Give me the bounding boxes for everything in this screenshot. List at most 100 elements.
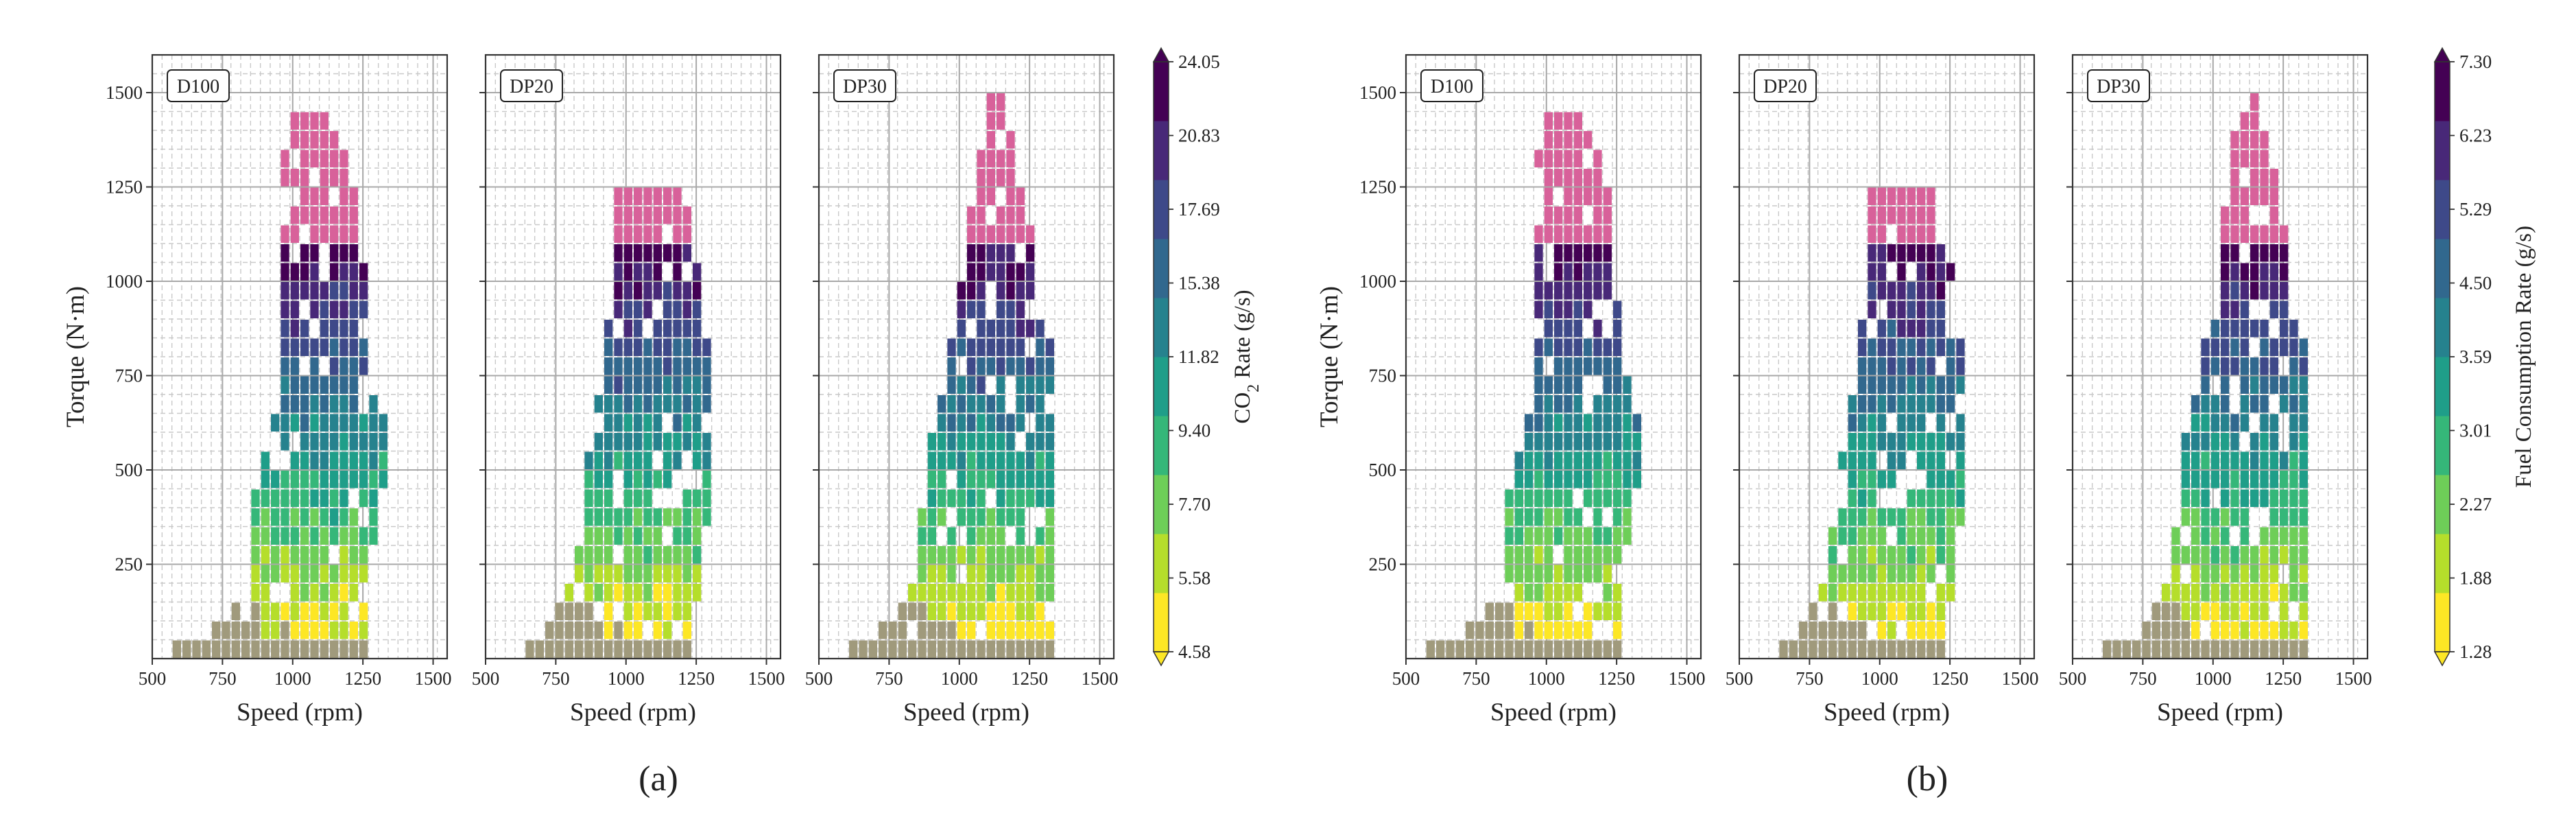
heatmap-cell xyxy=(693,527,702,545)
heatmap-cell xyxy=(1887,471,1896,488)
colorbar: 24.0520.8317.6915.3811.829.407.705.584.5… xyxy=(1152,47,1263,667)
heatmap-cell xyxy=(1514,489,1523,507)
heatmap-cell xyxy=(702,489,711,507)
heatmap-cell xyxy=(957,622,966,639)
heatmap-cell xyxy=(1848,395,1857,413)
heatmap-cells xyxy=(849,93,1054,658)
heatmap-cell xyxy=(310,225,319,243)
heatmap-cell xyxy=(967,602,976,620)
heatmap-cell xyxy=(1593,187,1602,205)
heatmap-cell xyxy=(643,565,652,582)
heatmap-cell xyxy=(634,471,643,488)
heatmap-cell xyxy=(1544,131,1553,149)
heatmap-cell xyxy=(643,225,652,243)
x-tick-label: 1250 xyxy=(678,668,715,689)
heatmap-cell xyxy=(634,187,643,205)
heatmap-cell xyxy=(2201,338,2210,356)
heatmap-cell xyxy=(1907,527,1916,545)
heatmap-cell xyxy=(1897,206,1906,224)
heatmap-cell xyxy=(2230,451,2239,469)
heatmap-cell xyxy=(594,471,603,488)
heatmap-cell xyxy=(330,584,339,602)
heatmap-cell xyxy=(2191,395,2200,413)
heatmap-cell xyxy=(320,112,329,130)
heatmap-cell xyxy=(1016,622,1025,639)
heatmap-cell xyxy=(986,622,995,639)
x-axis-title: Speed (rpm) xyxy=(2157,698,2283,727)
heatmap-cell xyxy=(2289,414,2298,432)
heatmap-cell xyxy=(2221,451,2230,469)
heatmap-cell xyxy=(1026,584,1035,602)
heatmap-cell xyxy=(2260,451,2269,469)
heatmap-cell xyxy=(1848,433,1857,451)
heatmap-cell xyxy=(1573,357,1582,375)
heatmap-cell xyxy=(693,433,702,451)
x-tick-label: 1000 xyxy=(2195,668,2232,689)
heatmap-cell xyxy=(359,640,368,658)
heatmap-cell xyxy=(584,546,593,564)
heatmap-cell xyxy=(584,508,593,526)
heatmap-cell xyxy=(290,131,299,149)
heatmap-cell xyxy=(1554,244,1563,262)
heatmap-cell xyxy=(349,300,358,318)
heatmap-cell xyxy=(1505,565,1514,582)
heatmap-cell xyxy=(594,395,603,413)
heatmap-cell xyxy=(1877,640,1886,658)
heatmap-cell xyxy=(1045,584,1054,602)
heatmap-cell xyxy=(1907,206,1916,224)
heatmap-cell xyxy=(693,584,702,602)
heatmap-cell xyxy=(2240,131,2249,149)
heatmap-cell xyxy=(634,263,643,281)
heatmap-cell xyxy=(653,376,662,394)
heatmap-cell xyxy=(1006,338,1015,356)
heatmap-cell xyxy=(281,508,289,526)
heatmap-cell xyxy=(673,433,682,451)
heatmap-cell xyxy=(1045,338,1054,356)
heatmap-cell xyxy=(663,320,672,338)
heatmap-cell xyxy=(1603,584,1612,602)
heatmap-cell xyxy=(1877,471,1886,488)
heatmap-cell xyxy=(2269,546,2278,564)
heatmap-cell xyxy=(986,451,995,469)
heatmap-cell xyxy=(2230,187,2239,205)
y-tick-label: 750 xyxy=(1369,366,1397,386)
colorbar-segment xyxy=(2435,357,2450,416)
heatmap-cell xyxy=(1897,300,1906,318)
colorbar-tick-label: 4.58 xyxy=(1178,641,1211,662)
heatmap-cell xyxy=(2201,602,2210,620)
heatmap-cell xyxy=(1632,471,1641,488)
heatmap-cell xyxy=(2299,546,2308,564)
heatmap-cell xyxy=(2250,320,2259,338)
panel-tag-box xyxy=(1754,69,1817,102)
heatmap-cell xyxy=(310,206,319,224)
colorbar-title-sub: 2 xyxy=(1245,384,1263,392)
heatmap-cell xyxy=(702,376,711,394)
heatmap-cell xyxy=(634,338,643,356)
heatmap-cell xyxy=(1623,508,1632,526)
x-ticks: 500 750 1000 1250 1500 xyxy=(139,659,452,689)
heatmap-cell xyxy=(349,282,358,300)
heatmap-cell xyxy=(663,282,672,300)
heatmap-cell xyxy=(1868,376,1876,394)
heatmap-cell xyxy=(1623,376,1632,394)
heatmap-cell xyxy=(1534,565,1543,582)
heatmap-cell xyxy=(1887,584,1896,602)
heatmap-cell xyxy=(938,395,946,413)
heatmap-cell xyxy=(2289,508,2298,526)
heatmap-cell xyxy=(967,263,976,281)
colorbar-segment xyxy=(1154,475,1169,534)
heatmap-cell xyxy=(2201,640,2210,658)
heatmap-cell xyxy=(643,338,652,356)
heatmap-cell xyxy=(2191,565,2200,582)
heatmap-cell xyxy=(2269,206,2278,224)
heatmap-cell xyxy=(222,640,230,658)
heatmap-cell xyxy=(1593,546,1602,564)
heatmap-cell xyxy=(1848,508,1857,526)
heatmap-cell xyxy=(2299,565,2308,582)
heatmap-cell xyxy=(623,414,632,432)
heatmap-cell xyxy=(1564,282,1573,300)
heatmap-cell xyxy=(663,338,672,356)
heatmap-cell xyxy=(2221,300,2230,318)
heatmap-cell xyxy=(977,244,986,262)
heatmap-cell xyxy=(927,471,936,488)
